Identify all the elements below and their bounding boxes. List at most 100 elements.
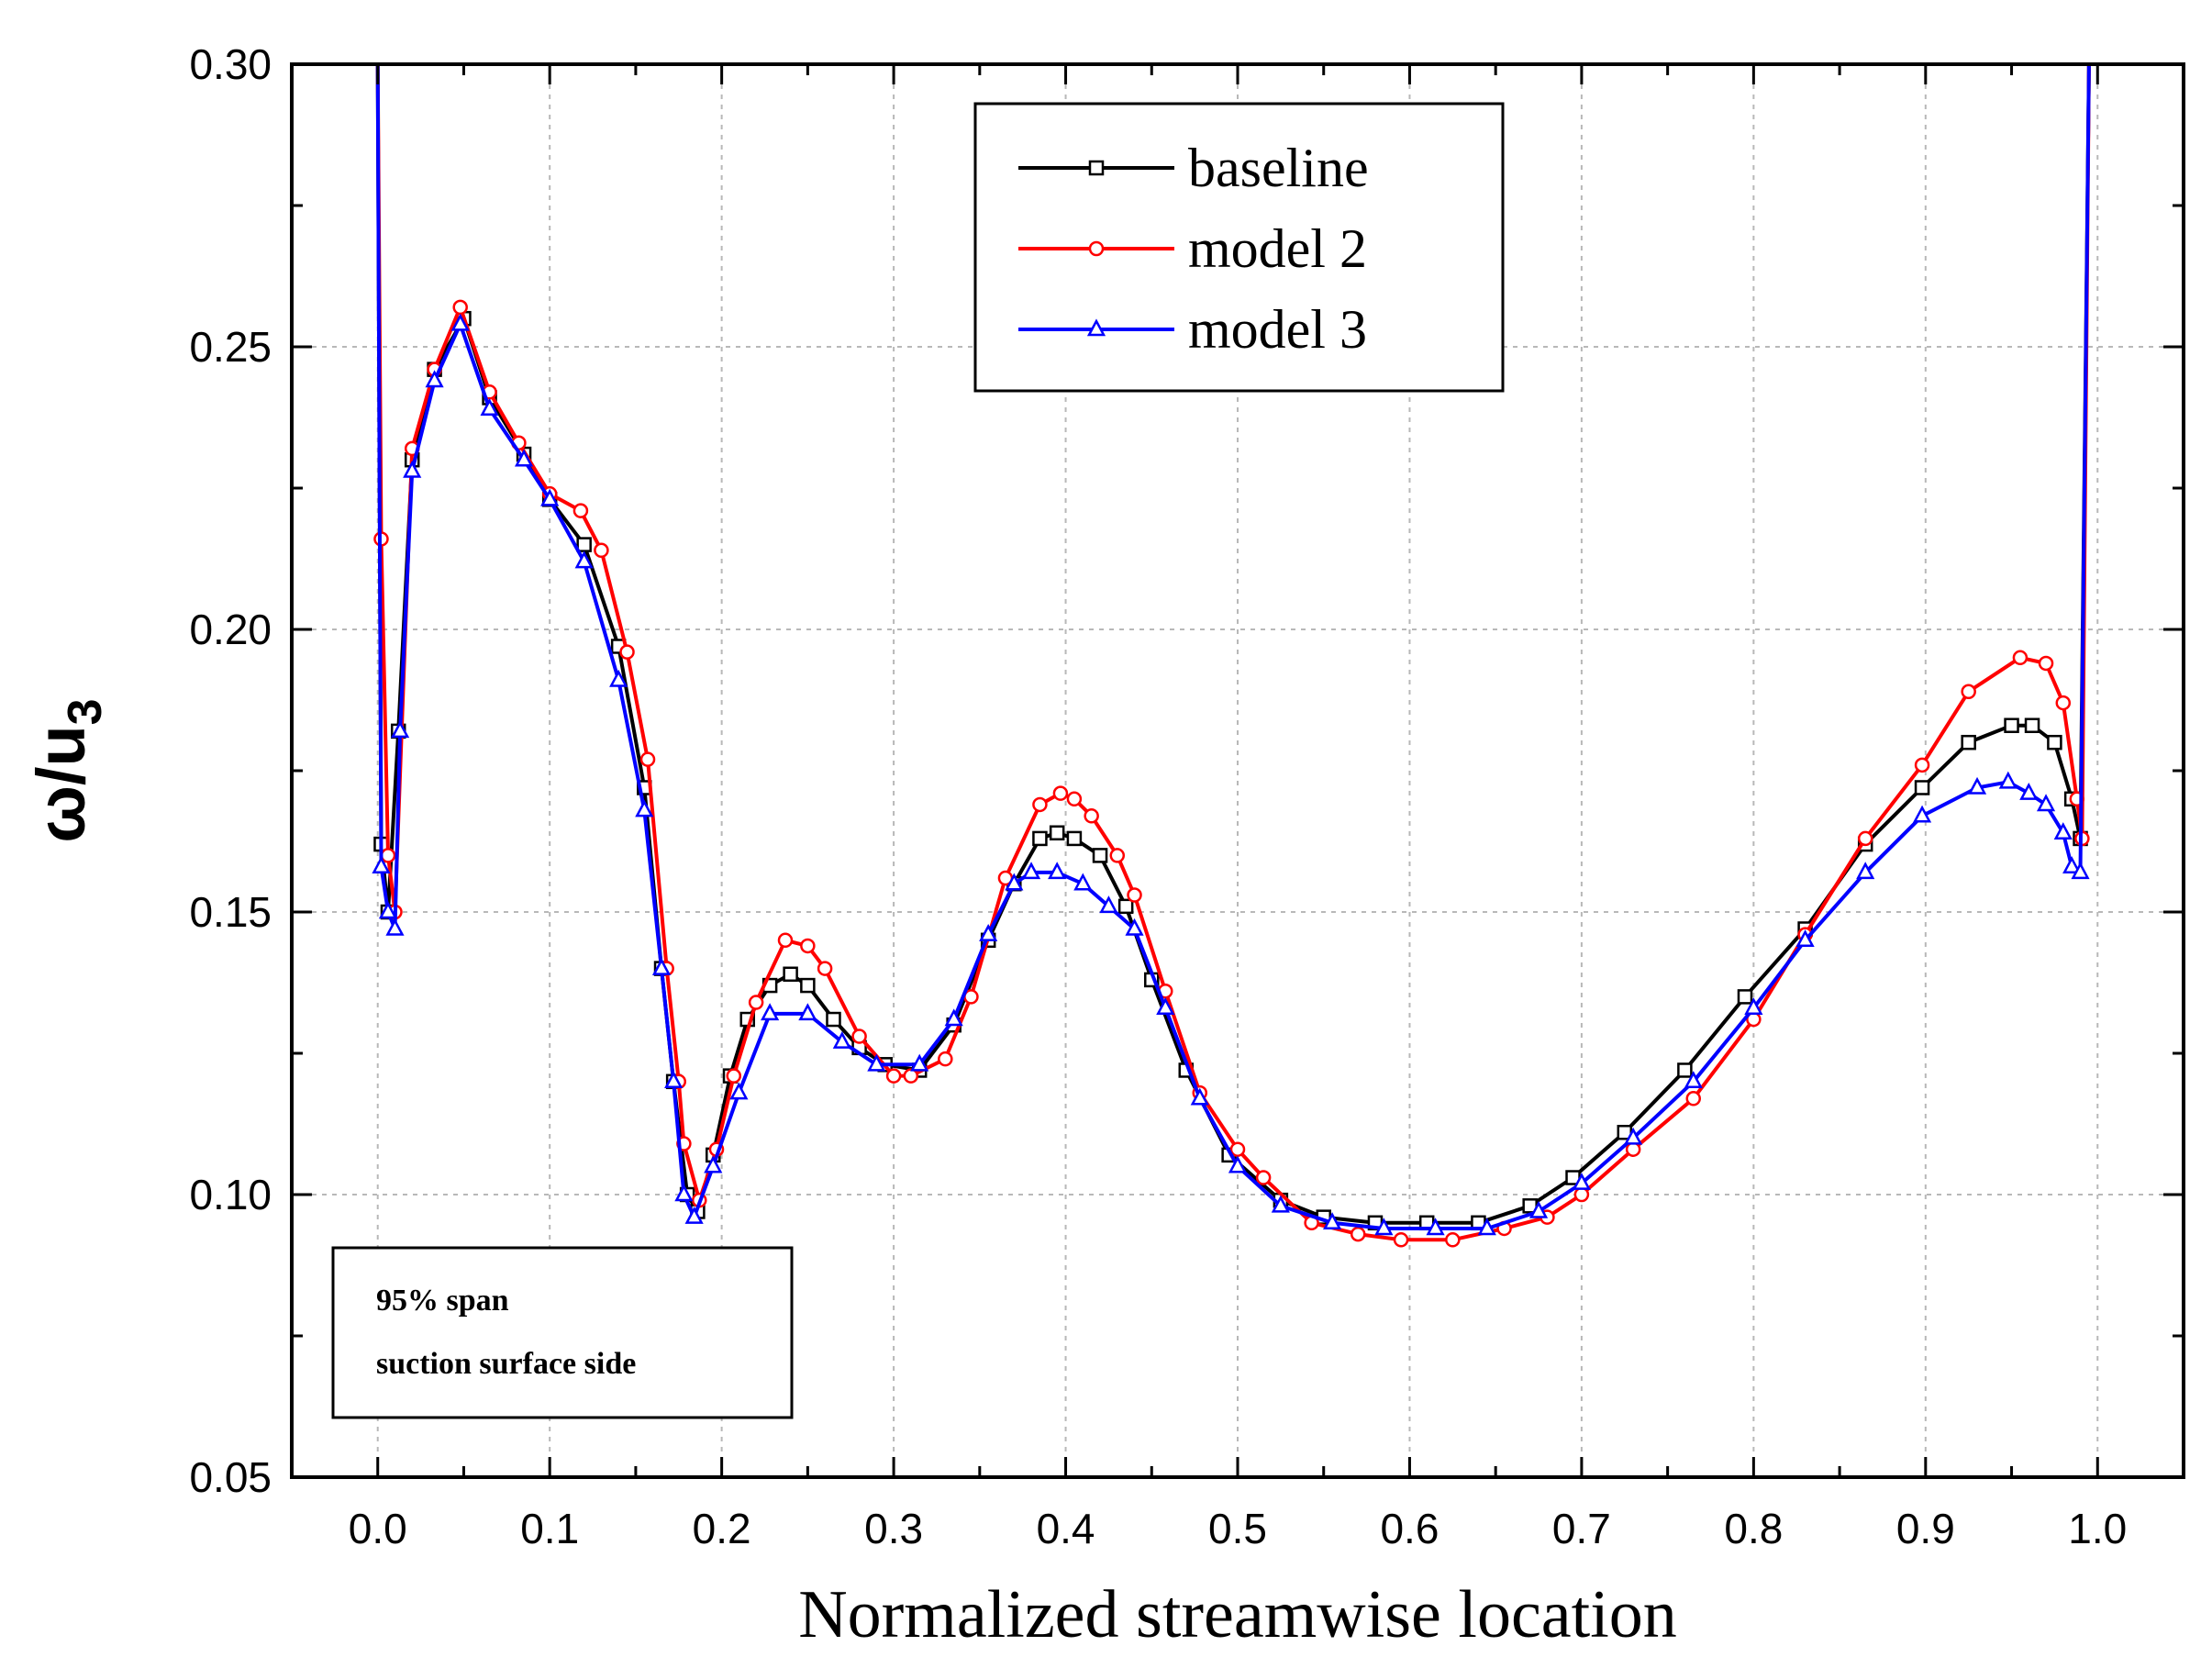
series-layer (372, 64, 2091, 1248)
data-point (574, 550, 594, 569)
annotation-box (331, 1246, 794, 1419)
data-point (1271, 1195, 1290, 1213)
x-tick-label: 0.9 (1896, 1505, 1955, 1552)
data-point (1625, 1141, 1641, 1157)
data-point (800, 977, 816, 994)
data-point (1073, 873, 1093, 891)
data-point (1573, 1186, 1590, 1203)
data-point (480, 398, 499, 417)
data-point (761, 1003, 780, 1021)
data-point (2055, 695, 2072, 711)
data-point (817, 961, 833, 976)
data-point (1190, 1087, 1209, 1106)
legend: baseline model 2 model 3 (973, 102, 1505, 393)
data-point (1323, 1212, 1342, 1230)
data-point (1049, 825, 1065, 841)
data-point (514, 449, 534, 467)
data-point (2024, 717, 2040, 733)
data-point (910, 1053, 929, 1072)
data-point (726, 1068, 742, 1084)
data-point (635, 799, 654, 817)
data-point (704, 1155, 723, 1173)
data-point (403, 460, 422, 478)
data-point (450, 313, 470, 331)
data-point (1066, 791, 1083, 807)
y-axis-label-subscript: 3 (59, 698, 112, 725)
y-tick-label: 0.05 (189, 1453, 272, 1501)
data-point (1967, 776, 1987, 795)
y-tick-label: 0.10 (189, 1171, 272, 1218)
data-point (1229, 1141, 1246, 1157)
data-point (1744, 997, 1763, 1015)
data-point (1117, 898, 1134, 915)
data-point (1857, 830, 1873, 847)
data-point (684, 1206, 704, 1224)
data-point (2047, 734, 2062, 751)
data-point (885, 1068, 902, 1084)
data-point (380, 848, 396, 863)
data-point (729, 1082, 749, 1100)
data-point (664, 1071, 684, 1089)
annotation: 95% span suction surface side (331, 1246, 794, 1419)
data-point (425, 370, 444, 388)
data-point (372, 856, 391, 873)
data-point (1426, 1218, 1445, 1236)
data-point (1021, 862, 1041, 880)
data-point (1393, 1232, 1409, 1248)
x-tick-label: 1.0 (2068, 1505, 2127, 1552)
legend-marker-2 (1086, 318, 1106, 337)
data-point (2062, 856, 2082, 873)
data-point (2036, 794, 2056, 812)
data-point (572, 503, 589, 518)
data-point (674, 1184, 694, 1202)
x-tick-label: 0.2 (693, 1505, 751, 1552)
data-point (2019, 782, 2039, 800)
legend-marker-0 (1088, 160, 1105, 176)
x-tick-label: 0.6 (1380, 1505, 1439, 1552)
series-model-3 (372, 64, 2091, 1236)
data-point (944, 1008, 963, 1027)
legend-label-1: model 2 (1188, 218, 1367, 279)
data-point (903, 1068, 919, 1084)
data-point (851, 1029, 867, 1044)
legend-label-2: model 3 (1188, 299, 1367, 360)
data-point (1856, 862, 1875, 880)
data-point (1125, 917, 1144, 936)
data-point (748, 995, 764, 1010)
x-axis-label: Normalized streamwise location (798, 1577, 1677, 1652)
data-point (1052, 785, 1069, 801)
data-point (1914, 757, 1930, 773)
legend-label-0: baseline (1188, 138, 1369, 198)
data-point (2004, 717, 2019, 733)
data-point (1048, 862, 1067, 880)
data-point (594, 542, 609, 559)
data-point (1477, 1218, 1496, 1236)
data-point (2071, 862, 2090, 880)
data-point (1228, 1155, 1248, 1173)
annotation-line-1: 95% span (376, 1284, 509, 1318)
data-point (1445, 1232, 1461, 1248)
x-tick-label: 0.1 (520, 1505, 579, 1552)
data-point (1685, 1091, 1702, 1107)
y-axis-label-base: ω/u (23, 725, 99, 842)
data-point (619, 644, 635, 660)
data-point (1684, 1071, 1703, 1089)
data-point (639, 751, 656, 767)
data-point (1737, 989, 1753, 1005)
data-point (1914, 780, 1930, 795)
data-point (832, 1031, 851, 1049)
data-point (1961, 734, 1976, 751)
data-point (798, 1003, 817, 1021)
data-point (1374, 1218, 1394, 1236)
x-tick-label: 0.5 (1208, 1505, 1267, 1552)
data-point (452, 299, 468, 316)
data-point (1127, 887, 1142, 903)
data-point (1912, 805, 1932, 823)
data-point (1156, 997, 1175, 1015)
data-point (609, 669, 628, 687)
data-point (1109, 848, 1126, 863)
data-point (1998, 771, 2017, 789)
data-point (1032, 830, 1048, 847)
data-point (800, 938, 816, 954)
data-point (1350, 1226, 1366, 1242)
